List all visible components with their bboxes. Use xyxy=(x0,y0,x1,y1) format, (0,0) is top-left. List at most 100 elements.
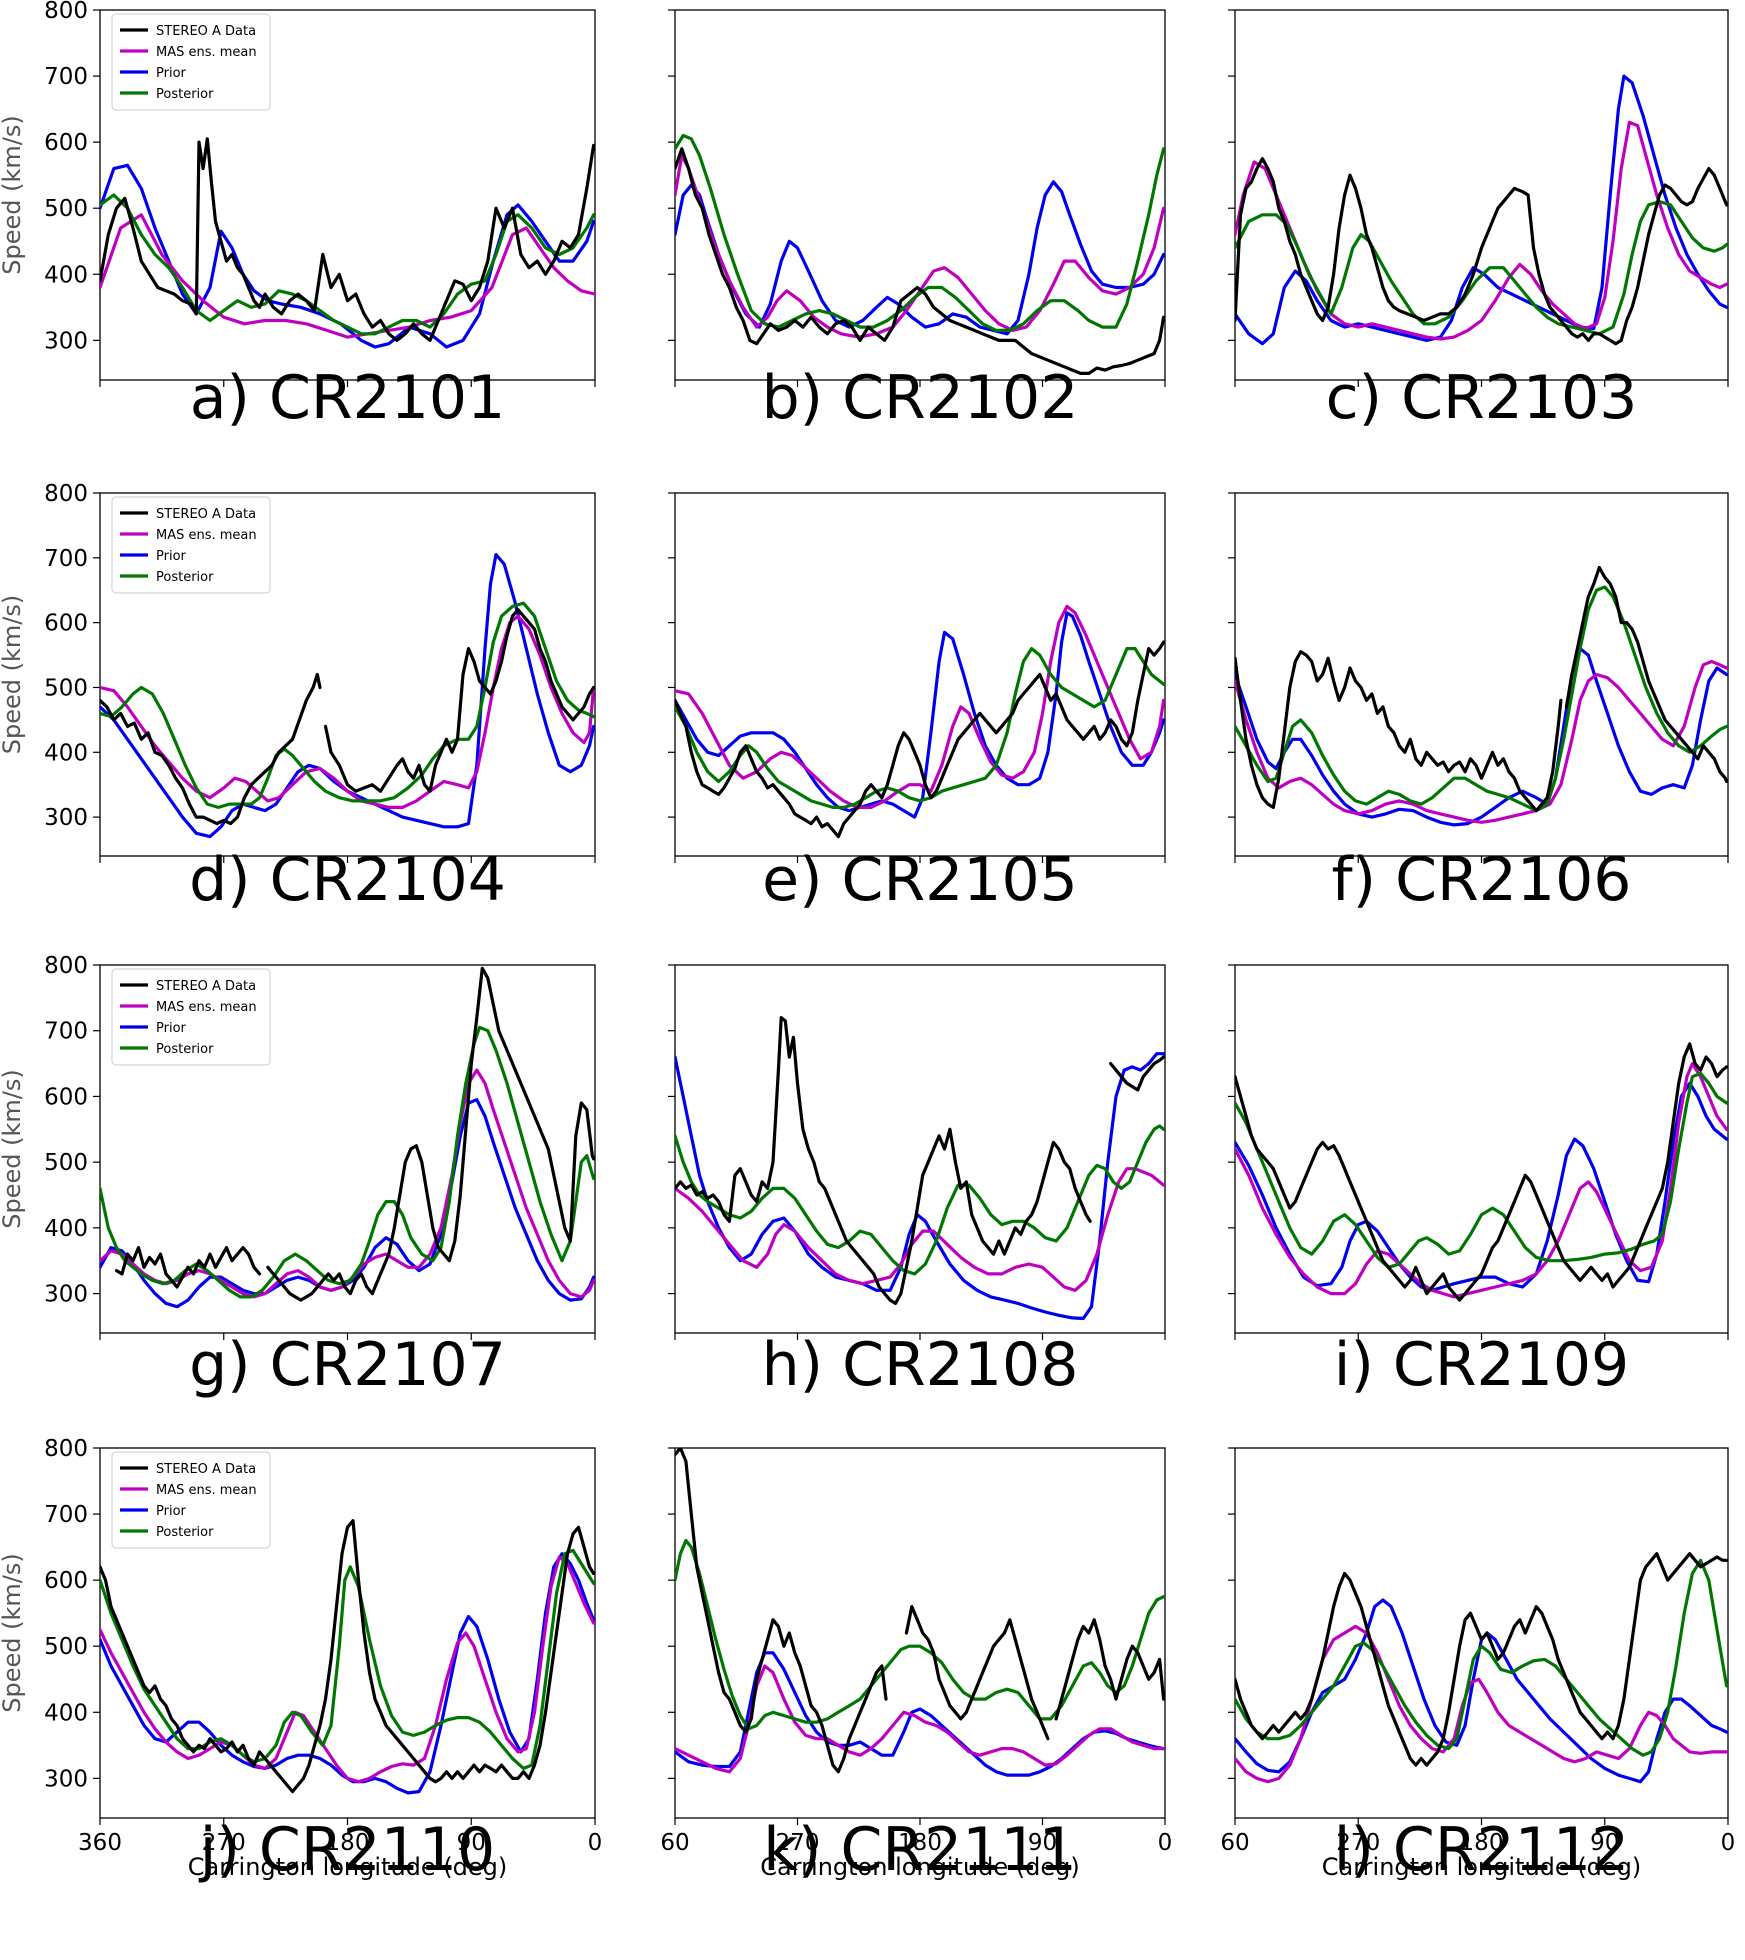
x-tick-label: 180 xyxy=(1460,1830,1504,1856)
legend-label: STEREO A Data xyxy=(156,979,256,994)
panel-a: 300 400 500 600 700 800 Speed (km/s) STEREO A D… xyxy=(0,0,596,433)
x-axis-label: Carrington longitude (deg) xyxy=(760,1853,1080,1881)
y-tick-label: 800 xyxy=(44,0,88,24)
plot-frame xyxy=(1234,9,1729,381)
x-tick-label: 90 xyxy=(1028,1830,1057,1856)
legend-box xyxy=(111,1451,271,1549)
x-axis-label: Carrington longitude (deg) xyxy=(1322,1853,1642,1881)
series-line-posterior xyxy=(100,601,595,809)
legend-label: STEREO A Data xyxy=(156,24,256,39)
y-tick-label: 700 xyxy=(44,64,88,90)
panel-k: 60 270 180 90 0 Carrington longitude (deg)k) … xyxy=(660,1447,1172,1885)
series-line-posterior xyxy=(1235,585,1728,813)
panel-j: 300 400 500 600 700 800 360 270 180 90 0 Speed (km/… xyxy=(0,1436,602,1885)
panel-d: 300 400 500 600 700 800 Speed (km/s) STEREO A D… xyxy=(0,481,596,915)
series-line-stereo-a-data xyxy=(1235,157,1728,346)
plot-frame xyxy=(1234,492,1729,857)
plot-frame xyxy=(674,964,1166,1334)
x-tick-label: 90 xyxy=(1590,1830,1619,1856)
y-tick-label: 700 xyxy=(44,1502,88,1528)
x-axis-label: Carrington longitude (deg) xyxy=(188,1853,508,1881)
legend-label: Posterior xyxy=(156,570,214,585)
y-tick-label: 400 xyxy=(44,1216,88,1242)
x-tick-label: 180 xyxy=(326,1830,370,1856)
series-line-mas-ens-mean xyxy=(675,1664,1165,1774)
series-line-posterior xyxy=(1235,1071,1728,1269)
series-line-prior xyxy=(675,1052,1165,1321)
legend-box xyxy=(111,13,271,111)
legend-label: Posterior xyxy=(156,1042,214,1057)
series-line-mas-ens-mean xyxy=(1235,1062,1728,1299)
legend-label: Prior xyxy=(156,1504,187,1519)
y-tick-label: 800 xyxy=(44,953,88,979)
panel-caption: l) CR2112 xyxy=(1334,1815,1629,1885)
legend-label: Prior xyxy=(156,66,187,81)
y-tick-label: 800 xyxy=(44,481,88,507)
panel-caption: i) CR2109 xyxy=(1334,1330,1629,1400)
y-tick-label: 300 xyxy=(44,805,88,831)
panel-l: 60 270 180 90 0 Carrington longitude (deg)l) … xyxy=(1220,1447,1736,1885)
series-line-stereo-a-data xyxy=(100,672,322,826)
y-tick-label: 300 xyxy=(44,328,88,354)
series-line-stereo-a-data xyxy=(1054,1618,1165,1721)
x-tick-label: 270 xyxy=(1336,1830,1380,1856)
series-line-prior xyxy=(1235,74,1728,346)
x-tick-label: 270 xyxy=(776,1830,820,1856)
y-axis-label: Speed (km/s) xyxy=(0,1069,26,1228)
y-tick-label: 600 xyxy=(44,1568,88,1594)
series-line-mas-ens-mean xyxy=(100,614,595,809)
legend-label: STEREO A Data xyxy=(156,507,256,522)
legend-label: MAS ens. mean xyxy=(156,528,257,543)
y-tick-label: 500 xyxy=(44,675,88,701)
panel-caption: g) CR2107 xyxy=(189,1330,506,1400)
y-tick-label: 600 xyxy=(44,1084,88,1110)
series-line-stereo-a-data xyxy=(675,1016,1092,1305)
y-tick-label: 500 xyxy=(44,1150,88,1176)
x-tick-label: 0 xyxy=(588,1830,603,1856)
plot-frame xyxy=(674,1447,1166,1819)
panel-b: b) CR2102 xyxy=(668,9,1166,433)
panel-caption: d) CR2104 xyxy=(189,845,506,915)
y-tick-label: 600 xyxy=(44,611,88,637)
panel-caption: c) CR2103 xyxy=(1326,363,1638,433)
series-line-posterior xyxy=(100,193,595,336)
series-line-stereo-a-data xyxy=(1564,565,1728,784)
y-tick-label: 700 xyxy=(44,1019,88,1045)
panel-caption: b) CR2102 xyxy=(762,363,1079,433)
x-tick-label: 360 xyxy=(78,1830,122,1856)
x-tick-label: 60 xyxy=(660,1830,689,1856)
legend-label: Posterior xyxy=(156,87,214,102)
plot-frame xyxy=(674,9,1166,381)
y-axis-label: Speed (km/s) xyxy=(0,595,26,754)
y-tick-label: 500 xyxy=(44,196,88,222)
x-tick-label: 90 xyxy=(457,1830,486,1856)
panel-caption: j) CR2110 xyxy=(198,1815,495,1885)
series-line-mas-ens-mean xyxy=(675,1167,1165,1292)
x-tick-label: 0 xyxy=(1721,1830,1736,1856)
series-line-prior xyxy=(675,611,1165,819)
series-line-stereo-a-data xyxy=(675,640,1165,839)
series-line-mas-ens-mean xyxy=(100,1555,595,1784)
series-line-stereo-a-data xyxy=(1235,1552,1728,1767)
legend-label: MAS ens. mean xyxy=(156,45,257,60)
panel-h: h) CR2108 xyxy=(668,964,1166,1400)
y-axis-label: Speed (km/s) xyxy=(0,1553,26,1712)
panel-c: c) CR2103 xyxy=(1228,9,1729,433)
series-line-stereo-a-data xyxy=(100,1519,595,1794)
series-line-stereo-a-data xyxy=(266,966,595,1302)
series-line-stereo-a-data xyxy=(100,137,595,342)
panel-caption: e) CR2105 xyxy=(762,845,1078,915)
panel-caption: a) CR2101 xyxy=(190,363,506,433)
series-line-posterior xyxy=(675,1538,1165,1731)
legend-label: STEREO A Data xyxy=(156,1462,256,1477)
series-line-stereo-a-data xyxy=(675,1448,888,1774)
panel-caption: h) CR2108 xyxy=(762,1330,1079,1400)
y-tick-label: 400 xyxy=(44,740,88,766)
series-line-posterior xyxy=(100,1025,595,1299)
series-line-posterior xyxy=(1235,1558,1728,1757)
y-tick-label: 400 xyxy=(44,1700,88,1726)
series-line-stereo-a-data xyxy=(1109,1055,1165,1092)
y-tick-label: 800 xyxy=(44,1436,88,1462)
panel-caption: f) CR2106 xyxy=(1332,845,1632,915)
series-line-posterior xyxy=(675,1124,1165,1276)
